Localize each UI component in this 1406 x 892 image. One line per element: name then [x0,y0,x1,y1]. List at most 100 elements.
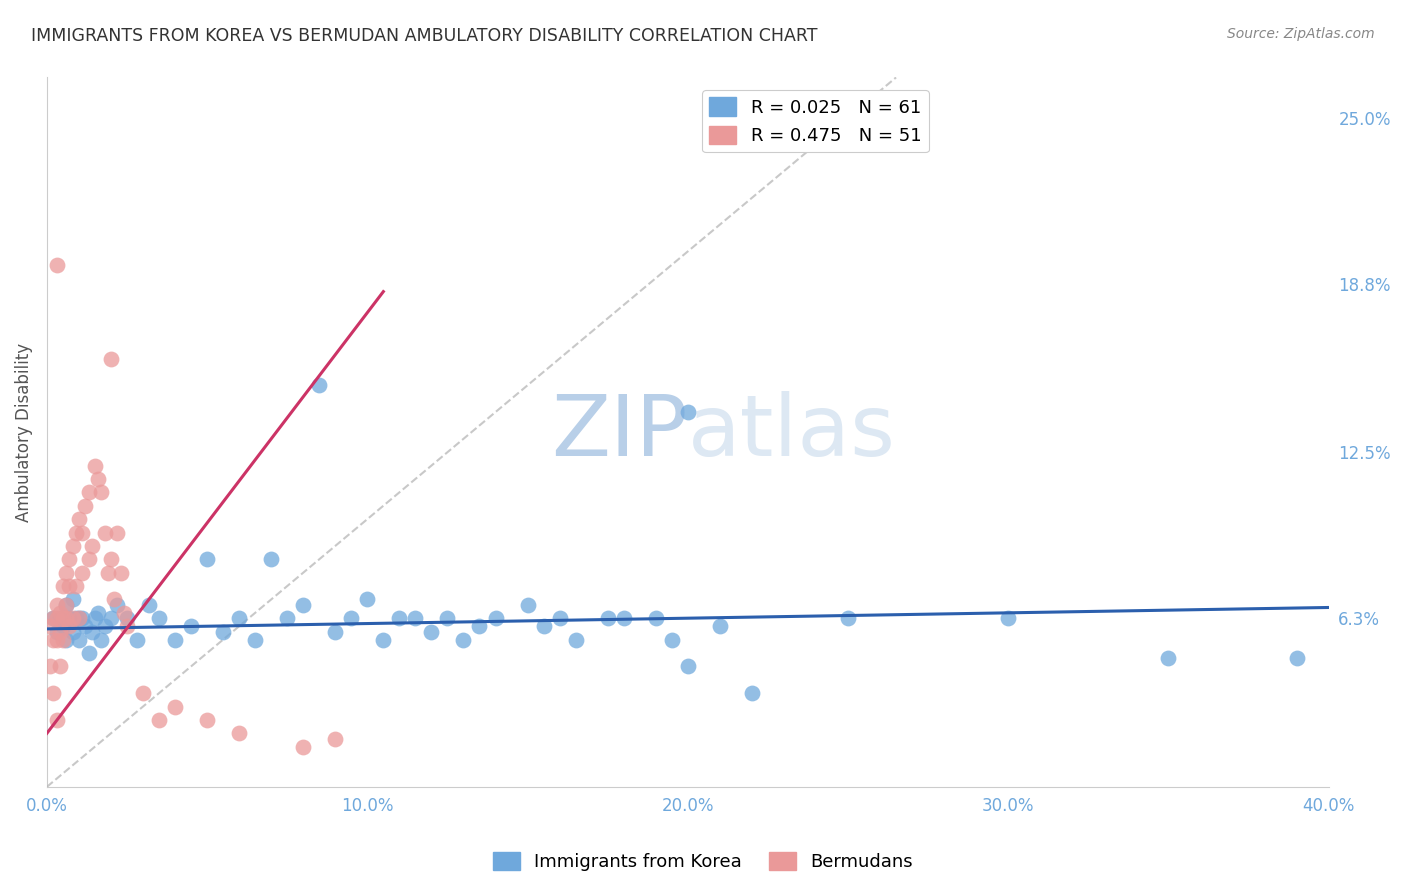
Point [997,611,1019,625]
Legend: R = 0.025   N = 61, R = 0.475   N = 51: R = 0.025 N = 61, R = 0.475 N = 51 [702,90,929,153]
Point [55,611,77,625]
Point [132,686,155,700]
Point [533,619,555,633]
Point [323,624,346,639]
Point [110,566,132,580]
Point [1157,651,1180,665]
Point [644,611,666,625]
Point [75,619,97,633]
Point [125,632,148,647]
Point [75,499,97,513]
Point [67,632,90,647]
Point [52,619,75,633]
Point [105,525,128,540]
Point [65,525,87,540]
Point [138,598,160,612]
Point [356,592,378,607]
Point [70,525,93,540]
Point [55,632,77,647]
Point [516,598,538,612]
Point [276,611,298,625]
Point [373,632,395,647]
Point [243,632,266,647]
Point [58,611,80,625]
Point [45,624,67,639]
Text: IMMIGRANTS FROM KOREA VS BERMUDAN AMBULATORY DISABILITY CORRELATION CHART: IMMIGRANTS FROM KOREA VS BERMUDAN AMBULA… [31,27,817,45]
Point [564,632,586,647]
Point [93,525,115,540]
Point [676,405,699,419]
Point [52,611,75,625]
Point [453,632,475,647]
Point [228,726,250,740]
Point [80,539,103,553]
Point [100,611,122,625]
Point [837,611,859,625]
Point [42,611,65,625]
Point [70,611,93,625]
Point [420,624,443,639]
Point [52,632,75,647]
Point [62,539,84,553]
Point [67,611,90,625]
Point [67,611,90,625]
Y-axis label: Ambulatory Disability: Ambulatory Disability [15,343,32,522]
Point [77,552,100,566]
Point [165,632,187,647]
Point [661,632,683,647]
Point [292,739,315,754]
Point [709,619,731,633]
Point [77,485,100,500]
Point [45,258,67,272]
Point [436,611,458,625]
Point [48,606,70,620]
Point [292,598,315,612]
Point [676,659,699,673]
Point [260,552,283,566]
Point [100,351,122,366]
Point [65,611,87,625]
Point [195,552,218,566]
Point [90,632,112,647]
Point [42,632,65,647]
Point [97,566,120,580]
Point [48,624,70,639]
Point [308,378,330,392]
Point [39,659,62,673]
Point [45,713,67,727]
Point [148,611,170,625]
Point [93,619,115,633]
Point [48,659,70,673]
Point [613,611,636,625]
Point [45,598,67,612]
Text: atlas: atlas [688,391,896,474]
Point [42,611,65,625]
Point [87,606,110,620]
Point [67,512,90,526]
Point [58,619,80,633]
Text: Source: ZipAtlas.com: Source: ZipAtlas.com [1227,27,1375,41]
Point [55,566,77,580]
Point [100,552,122,566]
Point [55,598,77,612]
Point [548,611,571,625]
Point [596,611,619,625]
Point [39,619,62,633]
Point [65,579,87,593]
Point [1285,651,1308,665]
Point [45,611,67,625]
Point [90,485,112,500]
Point [55,598,77,612]
Point [62,611,84,625]
Point [112,606,135,620]
Legend: Immigrants from Korea, Bermudans: Immigrants from Korea, Bermudans [485,845,921,879]
Point [741,686,763,700]
Point [48,611,70,625]
Point [45,632,67,647]
Point [84,611,107,625]
Point [180,619,202,633]
Point [484,611,506,625]
Point [468,619,491,633]
Point [80,624,103,639]
Point [84,458,107,473]
